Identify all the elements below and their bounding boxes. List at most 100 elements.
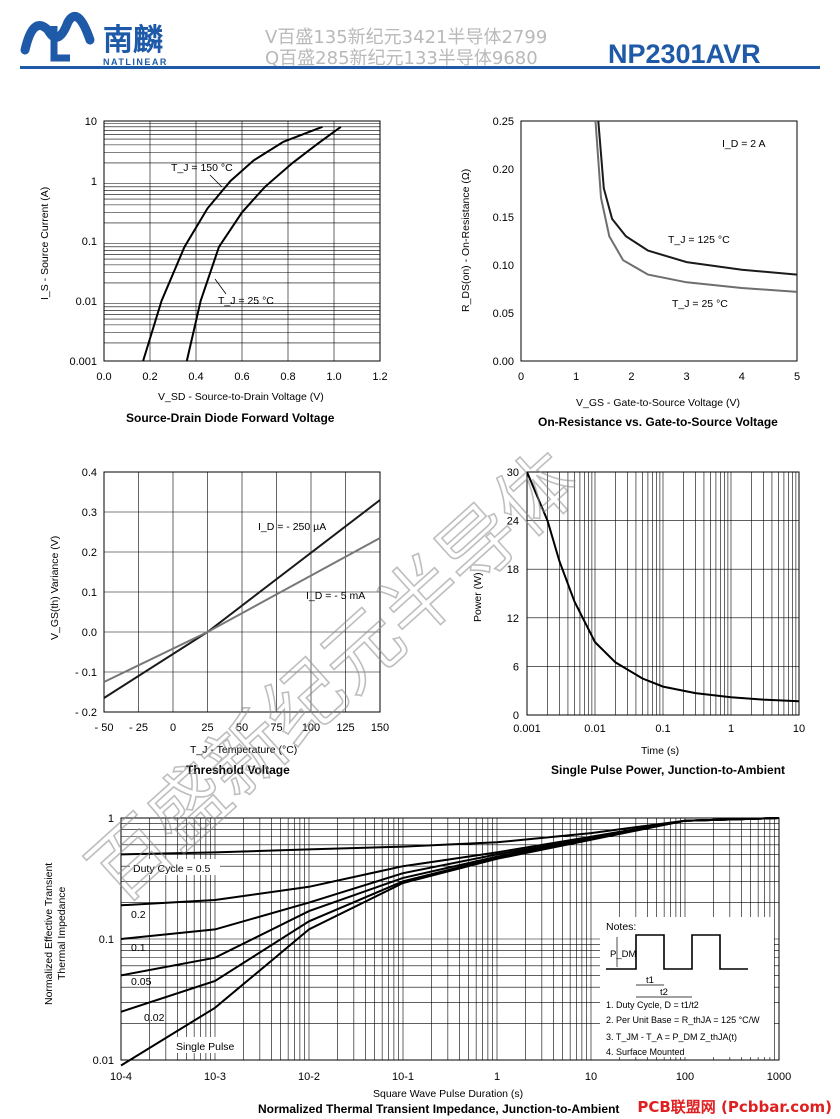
x-tick-label: 1: [728, 723, 734, 735]
y-axis-label-1: Normalized Effective Transient: [43, 863, 55, 1005]
x-axis-label: Square Wave Pulse Duration (s): [373, 1088, 523, 1100]
y-tick-label: - 0.1: [75, 667, 97, 679]
label-single-pulse: Single Pulse: [176, 1041, 235, 1053]
x-tick-label: 75: [270, 722, 282, 734]
notes-2: 2. Per Unit Base = R_thJA = 125 °C/W: [606, 1015, 760, 1025]
label-duty-002: 0.02: [144, 1012, 165, 1024]
y-tick-label: 0.0: [82, 627, 97, 639]
x-tick-label: 10-3: [204, 1071, 226, 1083]
x-tick-label: 1: [573, 371, 579, 383]
x-tick-label: 0.8: [280, 371, 295, 383]
y-tick-label: 1: [91, 176, 97, 188]
series-line-tj150: [142, 125, 323, 362]
x-tick-label: 125: [336, 722, 354, 734]
y-axis-label: I_S - Source Current (A): [39, 187, 51, 300]
x-tick-label: 150: [371, 722, 389, 734]
contact-watermark-2: Q百盛285新纪元133半导体9680: [265, 48, 538, 69]
y-tick-label: 0.1: [82, 236, 97, 248]
series-line-tj25: [594, 120, 798, 293]
x-tick-label: 100: [302, 722, 320, 734]
y-tick-label: 0.25: [493, 116, 514, 128]
part-number: NP2301AVR: [608, 39, 761, 69]
notes-title: Notes:: [606, 921, 636, 933]
x-tick-label: 3: [684, 371, 690, 383]
y-tick-label: 0.15: [493, 212, 514, 224]
x-tick-label: 5: [794, 371, 800, 383]
chart-caption: On-Resistance vs. Gate-to-Source Voltage: [538, 415, 778, 429]
x-tick-label: 0.1: [655, 723, 670, 735]
x-tick-label: 1000: [767, 1071, 791, 1083]
annotation-id-5ma: I_D = - 5 mA: [306, 590, 365, 602]
x-tick-label: 100: [676, 1071, 694, 1083]
x-tick-label: 10-1: [392, 1071, 414, 1083]
footer-source: PCB联盟网 (Pcbbar.com): [637, 1098, 832, 1116]
x-tick-label: 0.01: [584, 723, 605, 735]
annotation-tj150: T_J = 150 °C: [171, 162, 233, 174]
y-tick-label: 0.4: [82, 467, 97, 479]
y-tick-label: 0.20: [493, 164, 514, 176]
label-duty-005: 0.05: [131, 976, 152, 988]
label-duty-02: 0.2: [131, 909, 146, 921]
x-axis-label: Time (s): [641, 745, 679, 757]
x-tick-label: 10: [793, 723, 805, 735]
x-tick-label: 4: [739, 371, 745, 383]
series-line-id-5ma: [103, 537, 381, 683]
x-tick-label: 0.0: [96, 371, 111, 383]
series-line-tj125: [597, 120, 798, 276]
notes-1: 1. Duty Cycle, D = t1/t2: [606, 1000, 699, 1010]
x-tick-label: 0.4: [188, 371, 203, 383]
annotation-arrow: [209, 174, 223, 188]
y-tick-label: 0.01: [76, 296, 97, 308]
x-tick-label: 0.2: [142, 371, 157, 383]
annotation-id: I_D = 2 A: [722, 138, 766, 150]
y-tick-label: 6: [513, 661, 519, 673]
x-tick-label: 50: [236, 722, 248, 734]
chart-caption: Threshold Voltage: [186, 763, 290, 777]
y-tick-label: 1: [108, 813, 114, 825]
x-tick-label: - 50: [95, 722, 114, 734]
header-rule: [20, 66, 820, 69]
y-tick-label: 0.01: [93, 1055, 114, 1067]
contact-watermark-1: V百盛135新纪元3421半导体2799: [265, 27, 547, 48]
y-axis-label: Power (W): [472, 572, 484, 622]
y-tick-label: 18: [507, 564, 519, 576]
x-tick-label: 0: [518, 371, 524, 383]
y-axis-label-2: Thermal Impedance: [56, 886, 68, 980]
notes-3: 3. T_JM - T_A = P_DM Z_thJA(t): [606, 1032, 737, 1042]
x-tick-label: 1.2: [372, 371, 387, 383]
y-tick-label: 12: [507, 613, 519, 625]
natlinear-logo-icon: [20, 12, 95, 62]
x-tick-label: 1: [494, 1071, 500, 1083]
y-tick-label: - 0.2: [75, 707, 97, 719]
label-duty-05: Duty Cycle = 0.5: [133, 863, 210, 875]
chart-caption: Source-Drain Diode Forward Voltage: [126, 411, 335, 425]
y-tick-label: 0.10: [493, 260, 514, 272]
y-axis-label: R_DS(on) - On-Resistance (Ω): [460, 169, 472, 312]
label-duty-01: 0.1: [131, 942, 146, 954]
notes-4: 4. Surface Mounted: [606, 1047, 685, 1057]
x-tick-label: 10-4: [110, 1071, 132, 1083]
annotation-tj25: T_J = 25 °C: [218, 295, 274, 307]
y-tick-label: 0.1: [99, 934, 114, 946]
x-tick-label: 10: [585, 1071, 597, 1083]
y-tick-label: 0.05: [493, 308, 514, 320]
y-tick-label: 0.001: [69, 356, 97, 368]
x-tick-label: - 25: [129, 722, 148, 734]
x-tick-label: 1.0: [326, 371, 341, 383]
label-bg: [130, 859, 220, 875]
annotation-tj125: T_J = 125 °C: [668, 234, 730, 246]
label-bg: [173, 1037, 243, 1053]
x-axis-label: V_GS - Gate-to-Source Voltage (V): [576, 397, 740, 409]
logo-en-text: NATLINEAR: [103, 57, 168, 67]
x-tick-label: 0.001: [513, 723, 541, 735]
y-tick-label: 10: [85, 116, 97, 128]
y-tick-label: 0.1: [82, 587, 97, 599]
y-tick-label: 0.2: [82, 547, 97, 559]
x-tick-label: 10-2: [298, 1071, 320, 1083]
x-tick-label: 0.6: [234, 371, 249, 383]
notes-t1: t1: [646, 975, 654, 986]
y-tick-label: 24: [507, 516, 519, 528]
annotation-arrow: [214, 278, 227, 295]
